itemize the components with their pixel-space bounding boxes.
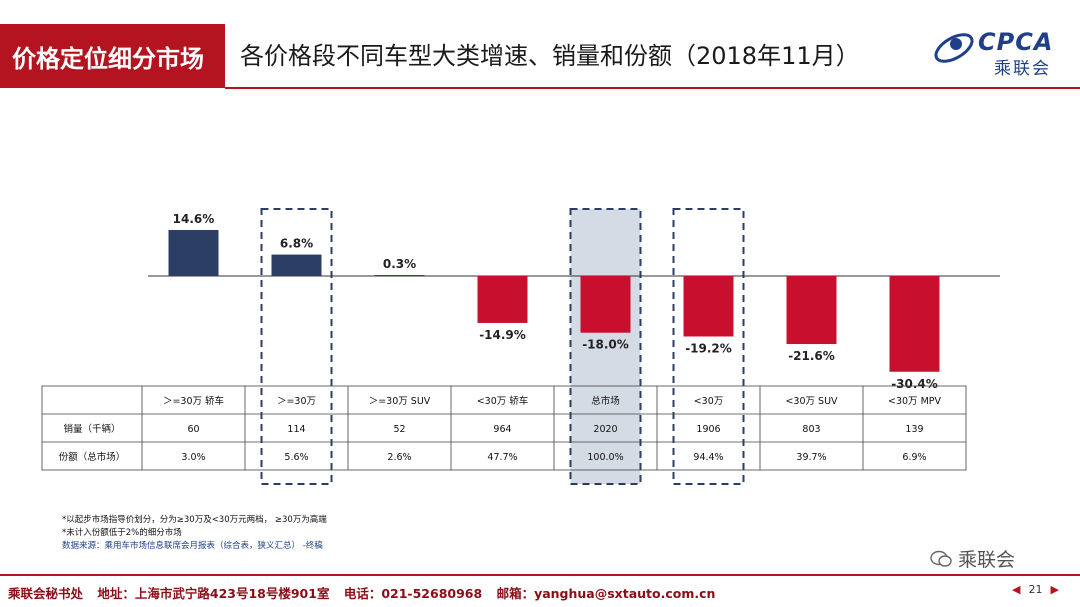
growth-bar — [786, 276, 837, 345]
growth-bar — [374, 275, 425, 276]
table-header-cell: ＞=30万 轿车 — [163, 395, 224, 407]
page-number: 21 — [1028, 583, 1043, 596]
cpca-logo: CPCA 乘联会 — [932, 24, 1072, 79]
growth-label: 0.3% — [383, 257, 416, 271]
table-header-cell: <30万 — [694, 396, 724, 407]
title-divider — [225, 87, 1080, 89]
highlight-box — [260, 208, 333, 485]
table-header-cell: <30万 SUV — [785, 396, 838, 407]
footer-email: 邮箱：yanghua@sxtauto.com.cn — [496, 586, 716, 601]
footer-address: 地址：上海市武宁路423号18号楼901室 — [97, 586, 330, 601]
growth-bar — [889, 276, 940, 372]
growth-bar — [477, 276, 528, 323]
table-cell: 100.0% — [587, 452, 623, 463]
table-cell: 2020 — [593, 424, 617, 435]
growth-label: 6.8% — [280, 237, 313, 251]
watermark-text: 乘联会 — [958, 549, 1016, 571]
footer-org: 乘联会秘书处 — [8, 586, 84, 601]
table-cell: 39.7% — [796, 452, 826, 463]
growth-label: -21.6% — [788, 349, 835, 363]
table-cell: 94.4% — [693, 452, 723, 463]
table-cell: 139 — [905, 424, 923, 435]
growth-bar — [580, 276, 631, 333]
table-cell: 964 — [493, 424, 511, 435]
table-row-label: 份额（总市场） — [59, 451, 126, 463]
table-header-cell: 总市场 — [591, 395, 620, 407]
highlight-box — [672, 208, 745, 485]
table-border — [41, 385, 967, 471]
growth-label: -30.4% — [891, 377, 938, 391]
cpca-emblem-icon — [934, 33, 974, 63]
growth-bar — [271, 254, 322, 276]
footer-divider — [0, 574, 1080, 576]
growth-label: -14.9% — [479, 328, 526, 342]
table-cell: 3.0% — [181, 452, 205, 463]
section-tag: 价格定位细分市场 — [0, 24, 225, 88]
growth-label: 14.6% — [173, 212, 215, 226]
table-header-cell: ＞=30万 — [277, 396, 316, 407]
table-cell: 2.6% — [387, 452, 411, 463]
growth-bar — [168, 230, 219, 276]
table-cell: 5.6% — [284, 452, 308, 463]
next-page-icon[interactable]: ▶ — [1050, 583, 1059, 596]
footnote-2: *未计入份额低于2%的细分市场 — [62, 528, 182, 538]
table-cell: 1906 — [696, 424, 720, 435]
table-header-cell: <30万 轿车 — [477, 395, 529, 407]
footer-contact: 乘联会秘书处 地址：上海市武宁路423号18号楼901室 电话：021-5268… — [8, 583, 725, 602]
footnote-1: *以起步市场指导价划分，分为≥30万及<30万元两档， ≥30万为高端 — [62, 515, 327, 525]
logo-cpca-text: CPCA — [978, 28, 1054, 56]
prev-page-icon[interactable]: ◀ — [1012, 583, 1021, 596]
data-source-note: 数据来源：乘用车市场信息联席会月报表（综合表，狭义汇总） -终稿 — [62, 541, 323, 551]
table-cell: 52 — [393, 424, 405, 435]
table-row-label: 销量（千辆） — [63, 423, 120, 435]
highlight-box — [569, 208, 642, 485]
growth-chart: 14.6% 6.8% 0.3% -14.9% -18.0% -19.2% -21.6% -30… — [41, 208, 1000, 485]
growth-label: -19.2% — [685, 341, 732, 355]
growth-label: -18.0% — [582, 338, 629, 352]
pager: ◀ 21 ▶ — [1012, 583, 1059, 596]
logo-chinese-text: 乘联会 — [994, 59, 1051, 79]
table-cell: 803 — [802, 424, 820, 435]
footer-phone: 电话：021-52680968 — [343, 586, 483, 601]
table-header-cell: <30万 MPV — [888, 396, 941, 407]
table-cell: 60 — [187, 424, 199, 435]
growth-bar — [683, 276, 734, 337]
page-title: 各价格段不同车型大类增速、销量和份额（2018年11月） — [240, 42, 860, 70]
table-cell: 47.7% — [487, 452, 517, 463]
table-cell: 114 — [287, 424, 305, 435]
data-table-grid — [41, 385, 967, 471]
section-tag-text: 价格定位细分市场 — [12, 44, 204, 73]
footnotes: *以起步市场指导价划分，分为≥30万及<30万元两档， ≥30万为高端 *未计入… — [62, 514, 327, 553]
wechat-icon — [930, 550, 952, 567]
wechat-watermark: 乘联会 — [930, 545, 1015, 572]
table-cell: 6.9% — [902, 452, 926, 463]
table-header-cell: ＞=30万 SUV — [369, 396, 431, 407]
